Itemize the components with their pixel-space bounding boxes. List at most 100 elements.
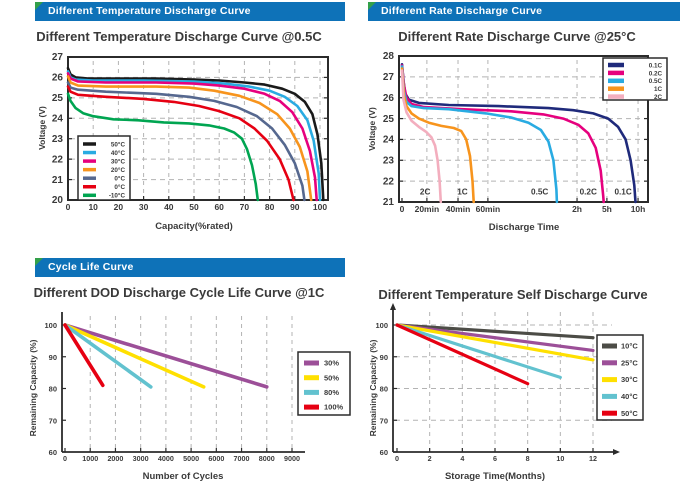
legend-swatch bbox=[602, 343, 617, 349]
svg-text:24: 24 bbox=[52, 113, 64, 124]
chart-title-self-discharge: Different Temperature Self Discharge Cur… bbox=[378, 287, 648, 302]
series-10°C bbox=[395, 323, 595, 340]
svg-text:70: 70 bbox=[49, 416, 57, 425]
svg-text:Discharge Time: Discharge Time bbox=[489, 222, 560, 233]
svg-text:50°C: 50°C bbox=[621, 409, 638, 418]
svg-text:90: 90 bbox=[49, 353, 57, 362]
chart-title-rate-discharge: Different Rate Discharge Curve @25°C bbox=[398, 29, 636, 44]
svg-text:10: 10 bbox=[556, 454, 564, 463]
svg-text:8000: 8000 bbox=[259, 454, 275, 463]
svg-text:8: 8 bbox=[526, 454, 530, 463]
svg-text:Voltage (V): Voltage (V) bbox=[367, 107, 377, 151]
legend-swatch bbox=[608, 62, 624, 68]
legend-swatch bbox=[304, 389, 319, 395]
svg-text:23: 23 bbox=[52, 134, 64, 145]
svg-text:50%: 50% bbox=[324, 373, 339, 382]
x-axis-arrow-icon bbox=[613, 449, 620, 455]
svg-text:0.1C: 0.1C bbox=[649, 62, 663, 69]
series-40°C bbox=[395, 323, 562, 380]
svg-text:25°C: 25°C bbox=[621, 358, 638, 367]
svg-text:60: 60 bbox=[214, 202, 224, 212]
legend: 30% 50% 80% 100% bbox=[297, 351, 351, 416]
series-50% bbox=[63, 323, 206, 389]
svg-text:9000: 9000 bbox=[284, 454, 300, 463]
legend-swatch bbox=[608, 78, 624, 84]
series-50°C bbox=[395, 323, 530, 386]
legend: 10°C 25°C 30°C 40°C 50°C bbox=[596, 334, 644, 421]
chart-title-temperature-discharge: Different Temperature Discharge Curve @0… bbox=[36, 29, 322, 44]
svg-text:2C: 2C bbox=[420, 188, 431, 197]
svg-text:0.5C: 0.5C bbox=[531, 188, 548, 197]
svg-text:Capacity(%rated): Capacity(%rated) bbox=[155, 221, 233, 232]
svg-text:20°C: 20°C bbox=[111, 166, 126, 174]
svg-text:80: 80 bbox=[265, 202, 275, 212]
svg-text:1C: 1C bbox=[457, 188, 468, 197]
series-0°C bbox=[66, 85, 295, 202]
svg-text:Number of Cycles: Number of Cycles bbox=[143, 471, 224, 482]
legend-swatch bbox=[608, 70, 624, 76]
svg-text:20min: 20min bbox=[415, 204, 440, 214]
axis-labels: 0 1000 2000 3000 4000 5000 6000 7000 8000 9000 60 7… bbox=[28, 321, 300, 482]
svg-text:5000: 5000 bbox=[183, 454, 199, 463]
svg-text:27: 27 bbox=[52, 52, 64, 63]
svg-text:80%: 80% bbox=[324, 388, 339, 397]
axis-labels: 0 2 4 6 8 10 12 60 70 80 90 100 Storage Time(Months)… bbox=[368, 321, 597, 482]
legend-swatch bbox=[602, 360, 617, 366]
svg-text:Remaining Capacity (%): Remaining Capacity (%) bbox=[368, 339, 378, 436]
svg-text:80: 80 bbox=[380, 385, 388, 394]
series-30°C bbox=[66, 71, 319, 202]
svg-text:25: 25 bbox=[52, 93, 64, 104]
axes bbox=[398, 55, 649, 203]
svg-text:Storage Time(Months): Storage Time(Months) bbox=[445, 471, 545, 482]
svg-text:12: 12 bbox=[589, 454, 597, 463]
svg-text:2h: 2h bbox=[572, 204, 582, 214]
svg-text:0: 0 bbox=[66, 202, 71, 212]
svg-text:6: 6 bbox=[493, 454, 497, 463]
temperature-discharge-chart: 0 10 20 30 40 50 60 70 80 90 100 20 21 22 23 24 25 26 27 Ca… bbox=[37, 52, 329, 232]
svg-text:1000: 1000 bbox=[82, 454, 98, 463]
legend-swatch bbox=[304, 360, 319, 366]
svg-text:0.2C: 0.2C bbox=[649, 70, 663, 77]
legend-swatch bbox=[83, 150, 96, 155]
legend-swatch bbox=[83, 176, 96, 180]
legend-swatch bbox=[83, 159, 96, 163]
svg-text:2: 2 bbox=[428, 454, 432, 463]
svg-text:40°C: 40°C bbox=[111, 149, 126, 157]
series--10°C bbox=[66, 92, 260, 202]
banner-label: Cycle Life Curve bbox=[48, 261, 134, 273]
series-0.5C bbox=[400, 65, 559, 204]
svg-text:22: 22 bbox=[52, 154, 64, 165]
series-30% bbox=[63, 323, 269, 389]
svg-text:30°C: 30°C bbox=[111, 158, 126, 166]
svg-text:4000: 4000 bbox=[158, 454, 174, 463]
series-lines bbox=[395, 323, 595, 386]
series-0°C bbox=[66, 81, 306, 202]
self-discharge-chart: 0 2 4 6 8 10 12 60 70 80 90 100 Storage Time(Months)… bbox=[368, 303, 644, 482]
section-banner-cycle-life: Cycle Life Curve bbox=[35, 258, 345, 277]
svg-text:20: 20 bbox=[114, 202, 124, 212]
chart-title-dod-cycle-life: Different DOD Discharge Cycle Life Curve… bbox=[33, 285, 325, 300]
svg-text:3000: 3000 bbox=[133, 454, 149, 463]
series-lines bbox=[400, 62, 637, 204]
svg-text:80: 80 bbox=[49, 385, 57, 394]
svg-text:30: 30 bbox=[139, 202, 149, 212]
svg-text:20: 20 bbox=[52, 195, 64, 206]
svg-text:100%: 100% bbox=[324, 403, 344, 412]
svg-text:28: 28 bbox=[383, 51, 395, 62]
svg-text:21: 21 bbox=[383, 197, 395, 208]
svg-text:90: 90 bbox=[290, 202, 300, 212]
svg-text:40: 40 bbox=[164, 202, 174, 212]
svg-text:2000: 2000 bbox=[107, 454, 123, 463]
svg-text:22: 22 bbox=[383, 176, 395, 187]
svg-text:25: 25 bbox=[383, 114, 395, 125]
svg-text:26: 26 bbox=[383, 93, 395, 104]
axes bbox=[390, 303, 620, 455]
series-lines bbox=[66, 66, 325, 202]
series-30°C bbox=[395, 323, 595, 362]
legend-swatch bbox=[602, 410, 617, 416]
legend-swatch bbox=[83, 167, 96, 172]
series-100% bbox=[63, 323, 105, 388]
series-2C bbox=[400, 69, 443, 204]
